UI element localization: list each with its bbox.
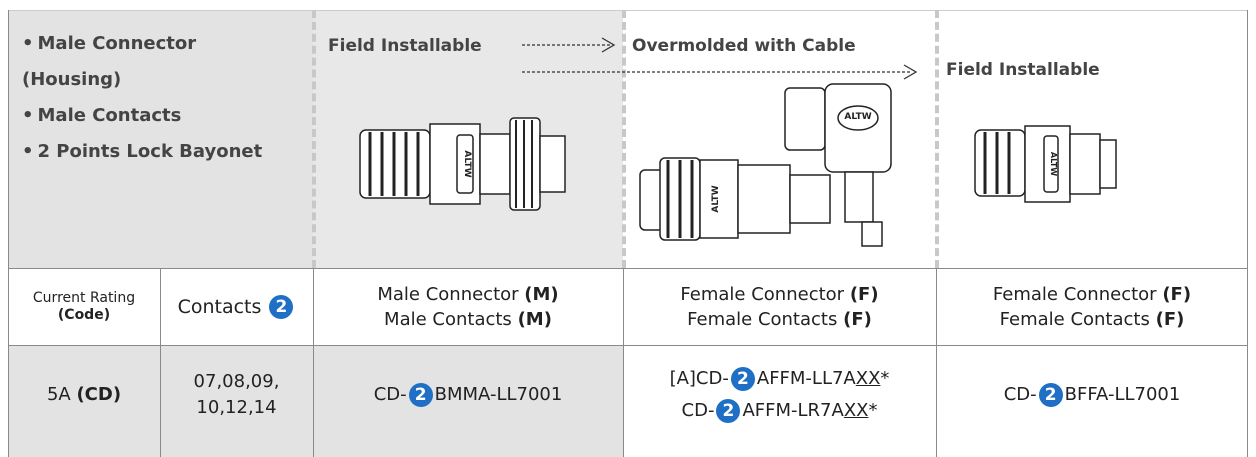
header-text: (Code) xyxy=(57,306,111,323)
illustrations: ALTW ALTW ALTW ALTW xyxy=(359,37,1117,247)
part-body: AFFM-LL7A xyxy=(756,368,856,389)
image-label: Field Installable xyxy=(946,60,1100,80)
rating-value: 5A xyxy=(46,384,71,405)
header-cell: Male Connector (M) Male Contacts (M) xyxy=(313,268,623,345)
header-code: (F) xyxy=(843,308,872,330)
border xyxy=(8,268,1248,269)
part-number: [A]CD- 2 AFFM-LL7AXX* xyxy=(669,363,890,395)
header-cell: Female Connector (F) Female Contacts (F) xyxy=(623,268,936,345)
border xyxy=(623,268,624,457)
header-text: Contacts xyxy=(177,295,262,318)
header-text: Female Contacts xyxy=(999,308,1150,330)
part-tail: * xyxy=(880,368,890,389)
header-line: Male Contacts (M) xyxy=(384,307,552,332)
brand: ALTW xyxy=(711,185,721,212)
brand: ALTW xyxy=(1049,152,1058,176)
header-text: Male Connector xyxy=(377,283,519,305)
feature: Male Connector xyxy=(22,26,262,62)
part-variant: XX xyxy=(855,368,881,389)
part-number: CD- 2 BFFA-LL7001 xyxy=(1003,379,1181,411)
part-number: CD- 2 BMMA-LL7001 xyxy=(373,379,563,411)
header-line: Female Connector (F) xyxy=(680,282,878,307)
image-label: Field Installable xyxy=(328,36,482,56)
contacts-line: 10,12,14 xyxy=(196,397,277,418)
part-prefix: CD- xyxy=(373,384,407,405)
badge: 2 xyxy=(269,294,294,319)
connector-drawing xyxy=(639,83,892,247)
border xyxy=(1247,10,1248,457)
brand: ALTW xyxy=(462,150,472,177)
header-line: Female Connector (F) xyxy=(993,282,1191,307)
feature-list: Male Connector (Housing) Male Contacts 2… xyxy=(22,26,262,170)
connector-drawing xyxy=(974,125,1117,203)
border xyxy=(8,10,1248,11)
rating-code: (CD) xyxy=(76,384,122,405)
header-cell: Female Connector (F) Female Contacts (F) xyxy=(936,268,1248,345)
header-contacts: Contacts 2 xyxy=(160,268,313,345)
badge: 2 xyxy=(716,399,741,423)
part-body: BMMA-LL7001 xyxy=(434,384,563,405)
part-body: AFFM-LR7A xyxy=(742,400,844,421)
divider xyxy=(312,10,316,268)
header-code: (F) xyxy=(1155,308,1185,330)
header-code: (M) xyxy=(524,283,559,305)
divider xyxy=(622,10,626,268)
data-row-bg xyxy=(8,345,623,457)
part-variant: XX xyxy=(843,400,869,421)
header-line: Male Connector (M) xyxy=(377,282,558,307)
border xyxy=(160,268,161,457)
header-text: Female Contacts xyxy=(687,308,838,330)
part-number: CD- 2 AFFM-LR7AXX* xyxy=(681,395,878,427)
image-label: Overmolded with Cable xyxy=(632,36,856,56)
header-code: (F) xyxy=(849,283,879,305)
part-body: BFFA-LL7001 xyxy=(1064,384,1181,405)
header-text: Current Rating xyxy=(32,289,136,306)
border xyxy=(936,268,937,457)
header-line: Female Contacts (F) xyxy=(687,307,872,332)
border xyxy=(313,268,314,457)
part-cell: CD- 2 BFFA-LL7001 xyxy=(936,345,1248,445)
feature: (Housing) xyxy=(22,69,122,90)
header-code: (M) xyxy=(517,308,552,330)
part-prefix: CD- xyxy=(1003,384,1037,405)
connector-drawing xyxy=(359,117,566,211)
border xyxy=(8,10,9,457)
part-cell: CD- 2 BMMA-LL7001 xyxy=(313,345,623,445)
rating: 5A (CD) xyxy=(8,345,160,445)
part-prefix: CD- xyxy=(681,400,715,421)
part-cell: [A]CD- 2 AFFM-LL7AXX* CD- 2 AFFM-LR7AXX* xyxy=(623,345,936,445)
header-rating: Current Rating (Code) xyxy=(8,268,160,345)
badge: 2 xyxy=(408,383,433,407)
brand: ALTW xyxy=(844,112,871,122)
badge: 2 xyxy=(730,367,755,391)
badge: 2 xyxy=(1038,383,1063,407)
header-code: (F) xyxy=(1162,283,1192,305)
divider xyxy=(935,10,939,268)
feature: 2 Points Lock Bayonet xyxy=(22,134,263,170)
arrows xyxy=(522,44,912,73)
header-text: Female Connector xyxy=(992,283,1157,305)
header-text: Female Connector xyxy=(680,283,845,305)
contacts-line: 07,08,09, xyxy=(193,371,280,392)
header-line: Female Contacts (F) xyxy=(1000,307,1185,332)
part-tail: * xyxy=(868,400,878,421)
contacts: 07,08,09, 10,12,14 xyxy=(160,345,313,445)
part-prefix: [A]CD- xyxy=(669,368,729,389)
feature: Male Contacts xyxy=(22,98,262,134)
border xyxy=(8,345,1248,346)
header-text: Male Contacts xyxy=(384,308,512,330)
